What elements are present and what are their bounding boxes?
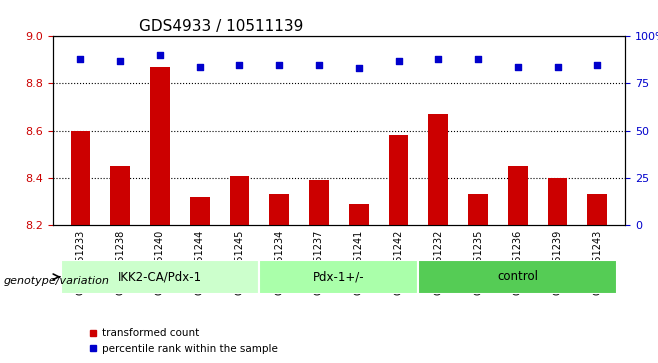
Text: genotype/variation: genotype/variation — [3, 276, 109, 286]
Bar — [70, 131, 90, 225]
Bar — [269, 194, 289, 225]
Point — [472, 56, 483, 62]
Point — [195, 64, 205, 69]
Point — [513, 64, 523, 69]
Point — [274, 62, 284, 68]
Point — [75, 56, 86, 62]
Point — [234, 62, 245, 68]
Point — [552, 64, 563, 69]
Text: control: control — [497, 270, 538, 283]
Legend: transformed count, percentile rank within the sample: transformed count, percentile rank withi… — [84, 324, 282, 358]
Bar — [230, 175, 249, 225]
Bar — [508, 166, 528, 225]
Point — [115, 58, 126, 64]
Point — [353, 65, 364, 71]
Bar — [190, 197, 210, 225]
FancyBboxPatch shape — [418, 260, 617, 294]
Point — [155, 52, 165, 58]
Bar — [588, 194, 607, 225]
Bar — [309, 180, 329, 225]
Text: Pdx-1+/-: Pdx-1+/- — [313, 270, 365, 283]
Bar — [349, 204, 368, 225]
FancyBboxPatch shape — [61, 260, 259, 294]
Point — [393, 58, 404, 64]
Bar — [468, 194, 488, 225]
Point — [433, 56, 443, 62]
Text: GDS4933 / 10511139: GDS4933 / 10511139 — [139, 19, 303, 34]
Bar — [150, 67, 170, 225]
Point — [314, 62, 324, 68]
Bar — [547, 178, 567, 225]
Text: IKK2-CA/Pdx-1: IKK2-CA/Pdx-1 — [118, 270, 202, 283]
FancyBboxPatch shape — [259, 260, 418, 294]
Bar — [428, 114, 448, 225]
Point — [592, 62, 603, 68]
Bar — [389, 135, 409, 225]
Bar — [111, 166, 130, 225]
